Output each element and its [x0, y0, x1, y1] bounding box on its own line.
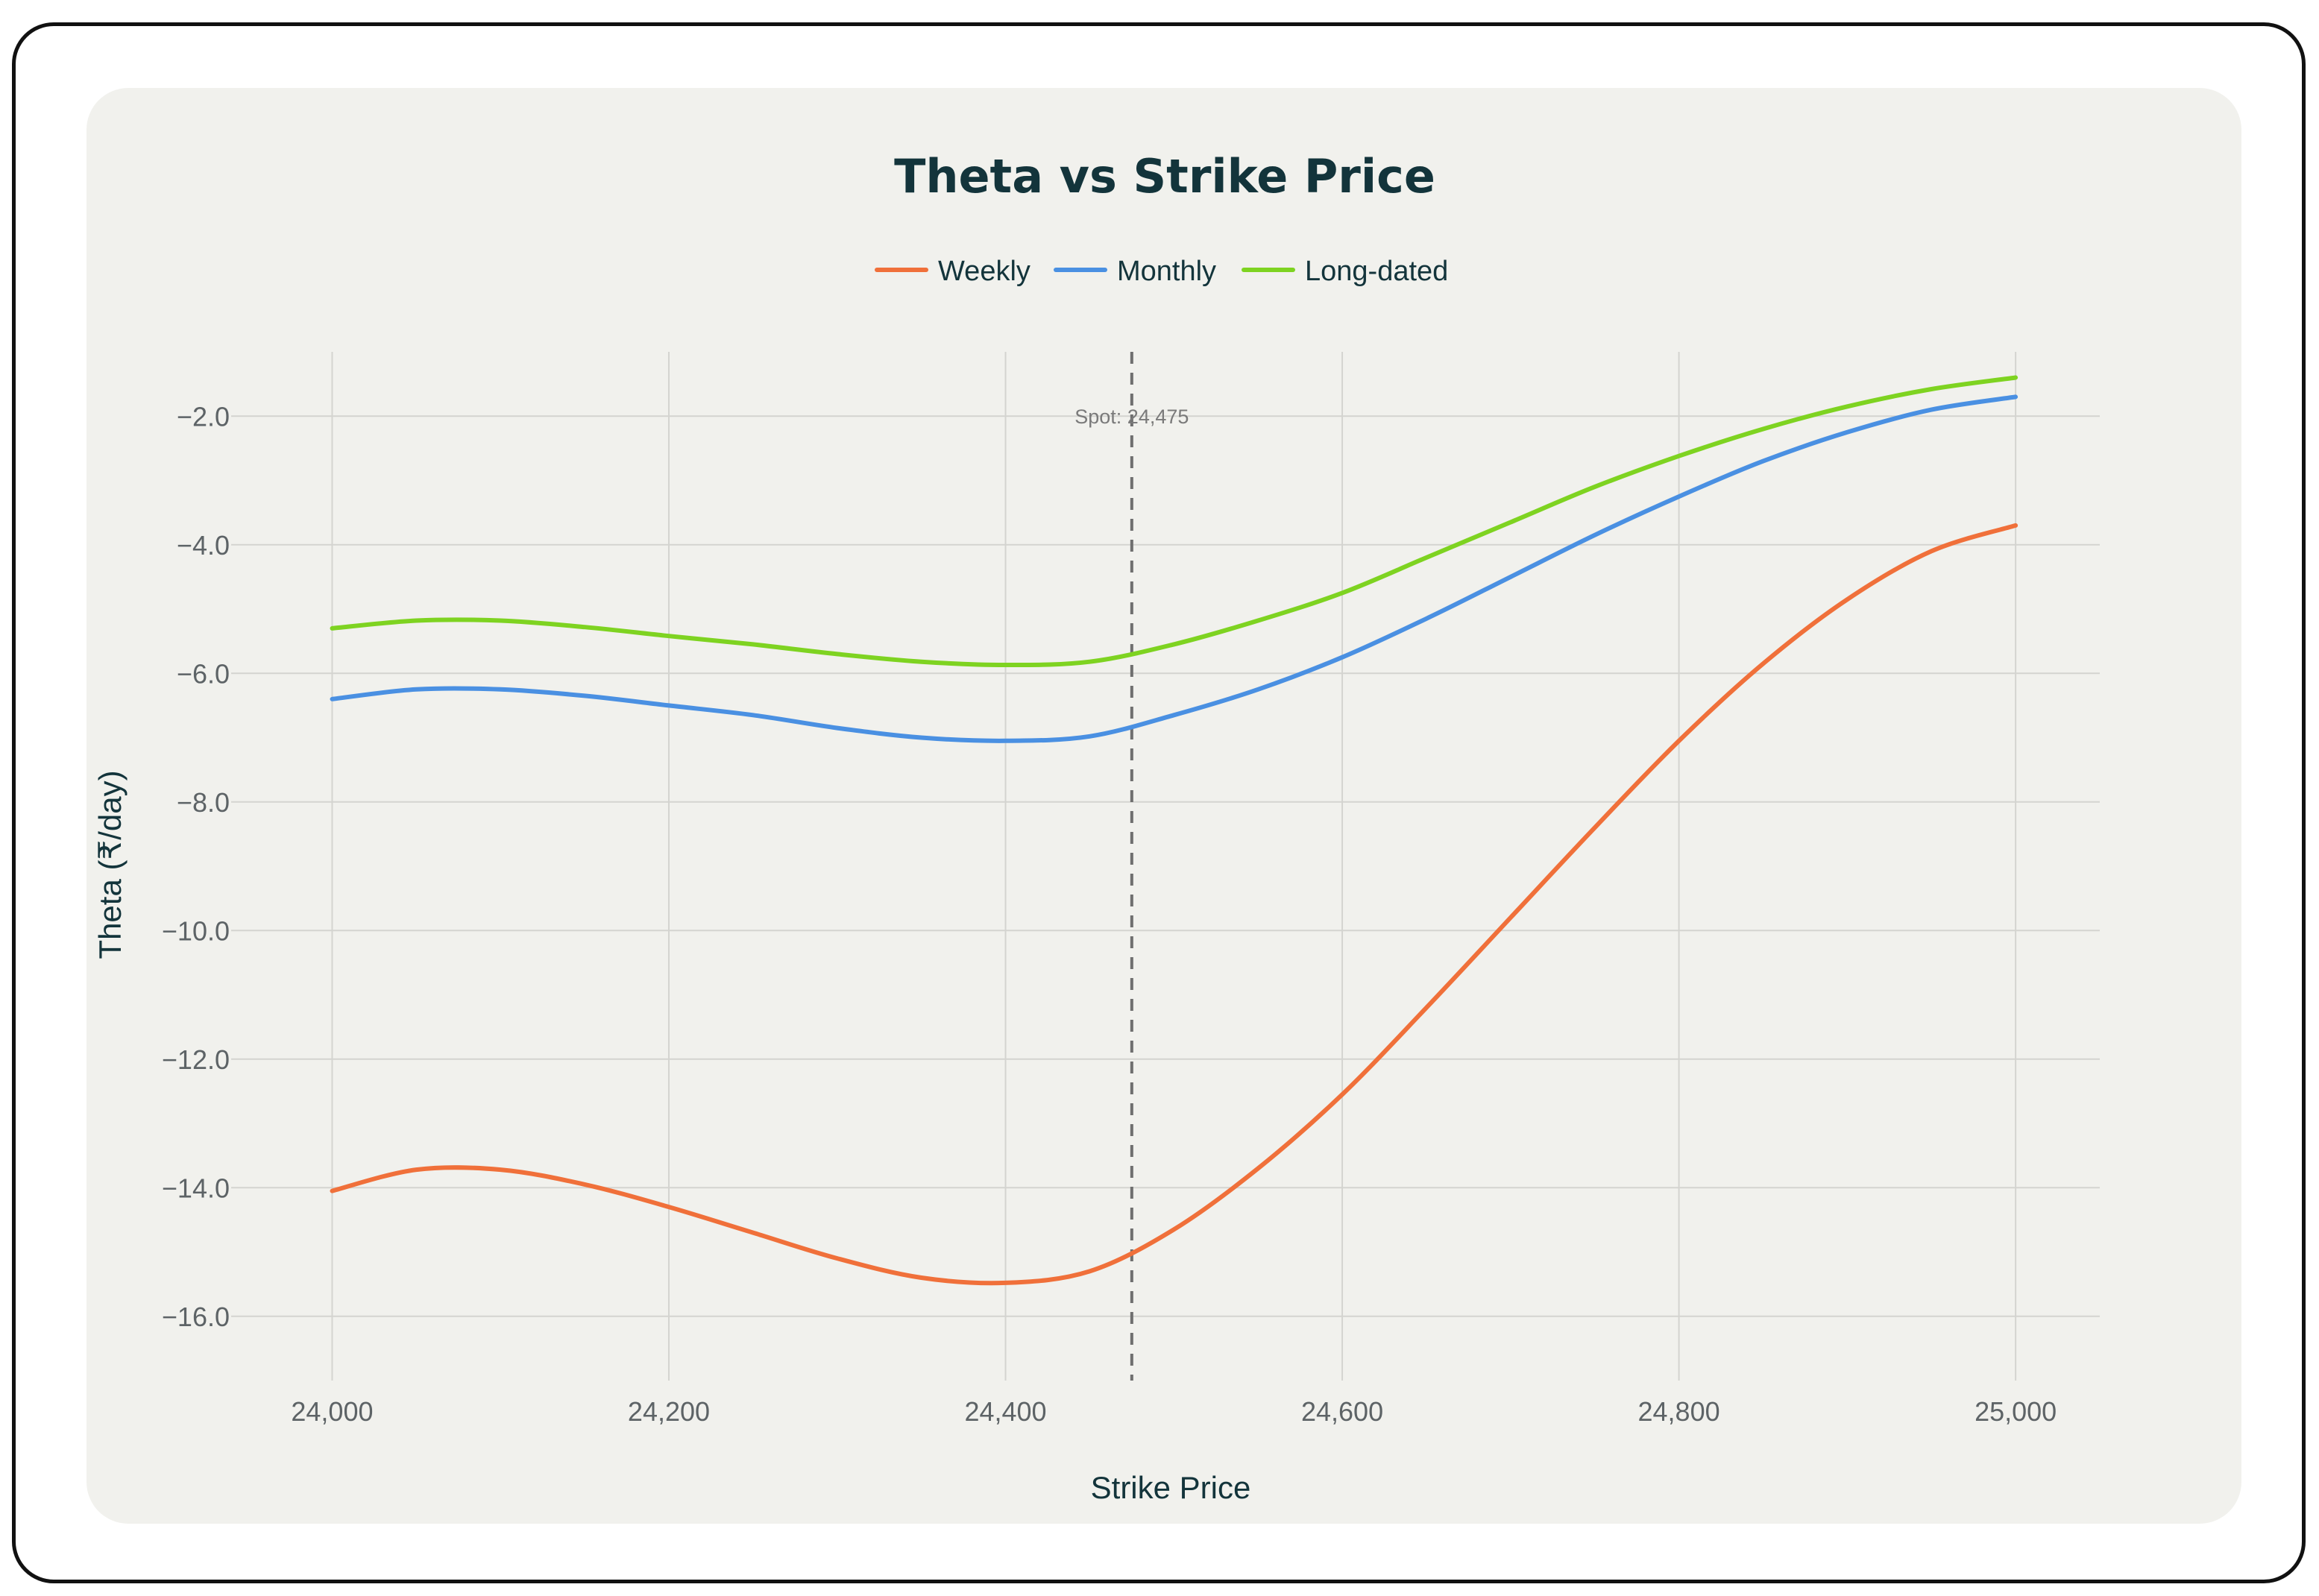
x-tick-label: 24,600 — [1301, 1396, 1383, 1427]
x-tick-label: 24,400 — [964, 1396, 1046, 1427]
chart-card — [86, 88, 2241, 1524]
y-tick-label: −10.0 — [162, 915, 230, 946]
tick-layer: 24,000 24,200 24,400 24,600 24,800 25,000 −2.0… — [162, 401, 2057, 1427]
series-line-monthly — [330, 394, 2018, 743]
x-tick-label: 25,000 — [1975, 1396, 2057, 1427]
series-line-weekly — [330, 523, 2018, 1286]
series-line-long-dated — [330, 375, 2018, 668]
y-tick-label: −6.0 — [177, 658, 230, 689]
x-tick-label: 24,800 — [1638, 1396, 1720, 1427]
annotation-layer: Spot: 24,475 — [1074, 352, 1189, 1381]
legend-label: Weekly — [938, 256, 1031, 287]
grid-layer — [231, 352, 2100, 1381]
y-axis-title: Theta (₹/day) — [92, 770, 128, 959]
y-tick-label: −2.0 — [177, 401, 230, 432]
x-axis-title: Strike Price — [1091, 1470, 1251, 1505]
y-tick-label: −8.0 — [177, 787, 230, 818]
y-tick-label: −4.0 — [177, 530, 230, 561]
y-tick-label: −12.0 — [162, 1044, 230, 1075]
spot-label: Spot: 24,475 — [1074, 406, 1189, 428]
legend: Weekly Monthly Long-dated — [875, 256, 1448, 287]
y-tick-label: −16.0 — [162, 1302, 230, 1332]
x-tick-label: 24,200 — [628, 1396, 710, 1427]
y-tick-label: −14.0 — [162, 1173, 230, 1203]
legend-label: Monthly — [1117, 256, 1216, 287]
x-tick-label: 24,000 — [291, 1396, 373, 1427]
series-layer — [330, 375, 2018, 1286]
chart-title: Theta vs Strike Price — [894, 149, 1435, 204]
legend-label: Long-dated — [1305, 256, 1448, 287]
